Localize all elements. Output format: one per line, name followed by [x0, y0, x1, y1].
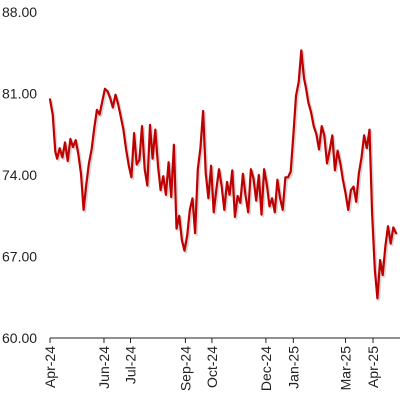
- x-tick-label: Oct-24: [204, 346, 220, 388]
- x-tick-label: Dec-24: [258, 346, 274, 391]
- series-line-shadow: [50, 50, 399, 302]
- series-line: [48, 49, 398, 300]
- x-tick-label: Jan-25: [285, 346, 301, 389]
- y-tick-label: 60.00: [2, 330, 37, 346]
- y-tick-label: 67.00: [2, 249, 37, 265]
- x-tick-label: Sep-24: [177, 346, 193, 391]
- y-axis-labels: 60.00 67.00 74.00 81.00 88.00: [2, 4, 37, 346]
- y-tick-label: 74.00: [2, 167, 37, 183]
- x-tick-label: Apr-24: [42, 346, 58, 388]
- y-tick-label: 88.00: [2, 4, 37, 20]
- x-axis-labels: Apr-24 Jun-24 Jul-24 Sep-24 Oct-24 Dec-24 Jan-…: [42, 346, 381, 391]
- x-tick-label: Jun-24: [96, 346, 112, 389]
- x-tick-label: Mar-25: [338, 346, 354, 391]
- x-axis-ticks: [49, 338, 374, 343]
- x-tick-label: Apr-25: [365, 346, 381, 388]
- y-tick-label: 81.00: [2, 86, 37, 102]
- x-tick-label: Jul-24: [123, 346, 139, 384]
